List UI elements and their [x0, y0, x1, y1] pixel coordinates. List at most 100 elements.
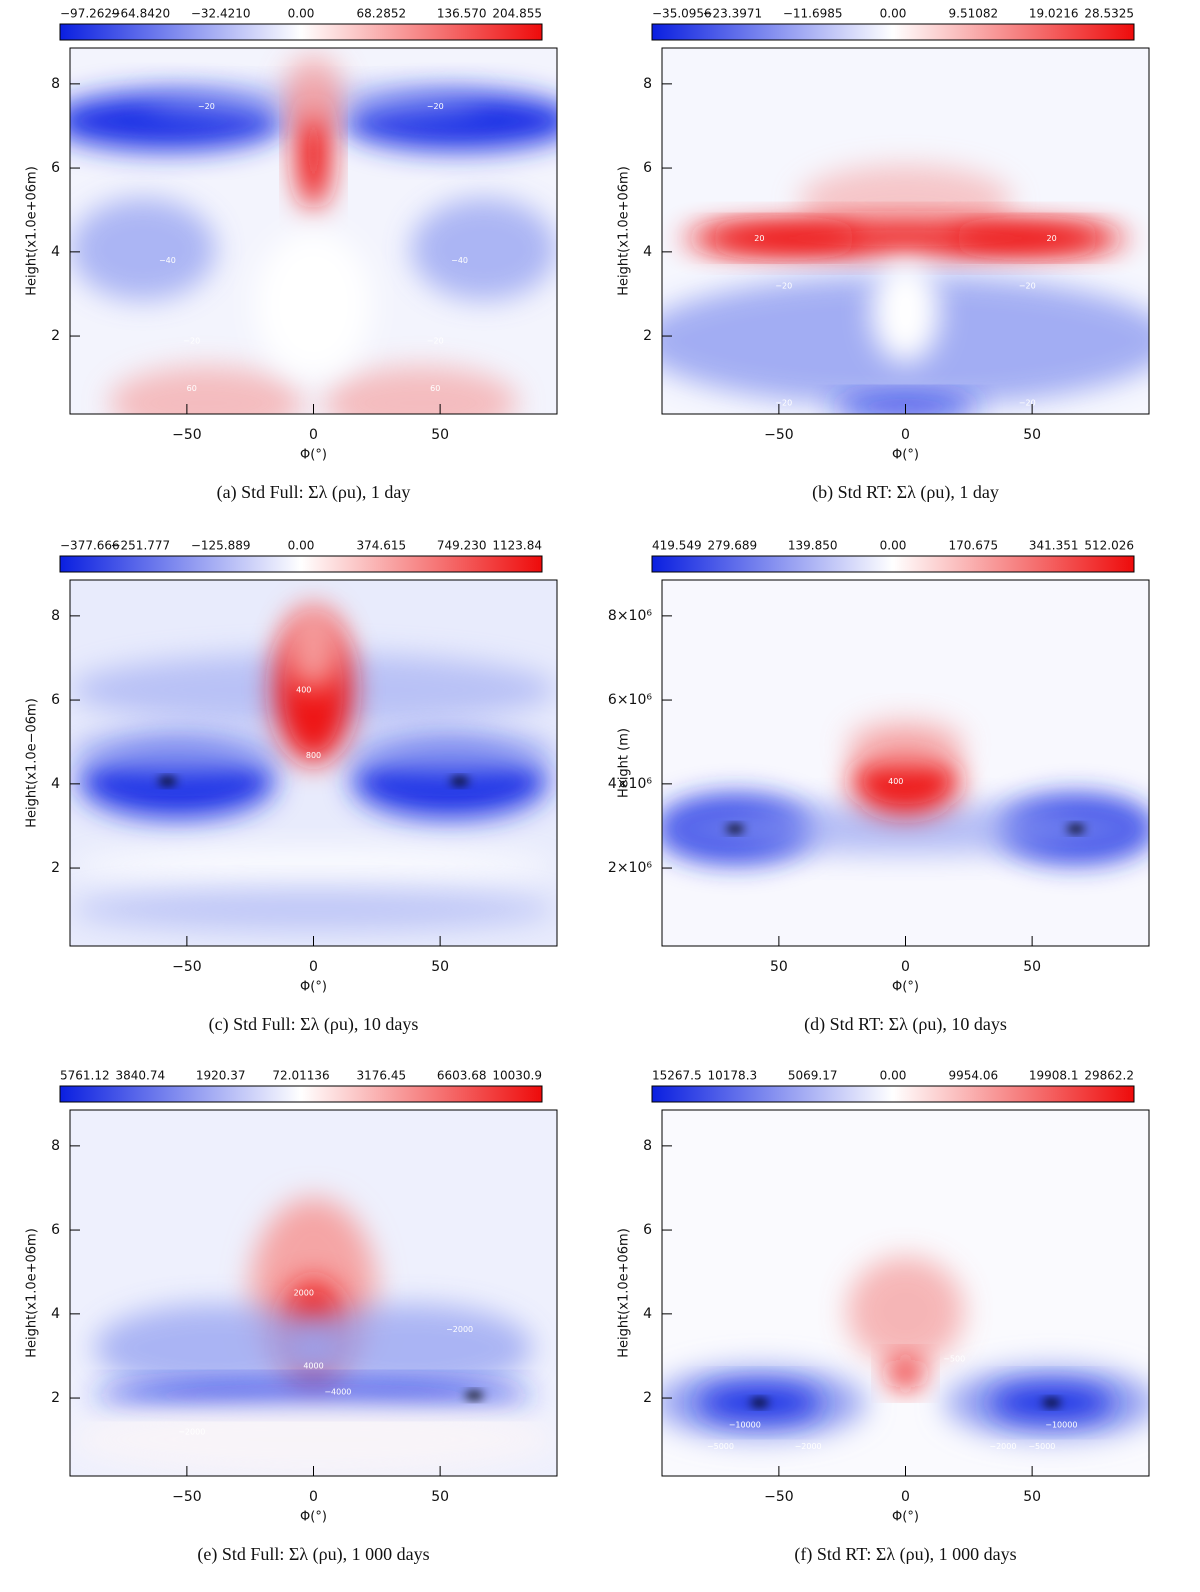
colorbar-tick-label: 0.00 [880, 1069, 907, 1083]
colorbar-tick-label: −35.0956 [652, 7, 712, 21]
colorbar-tick-label: 5069.17 [788, 1069, 838, 1083]
contour-label: 2000 [294, 1289, 314, 1298]
x-tick-label: 0 [309, 959, 318, 975]
colorbar-tick-label: 1123.84 [492, 539, 542, 553]
field-region [342, 730, 557, 774]
y-tick-label: 2 [643, 1390, 652, 1406]
x-tick-label: 50 [1023, 959, 1041, 975]
panel: 5761.12 3840.74 1920.37 72.01136 3176.45 6603… [25, 1069, 558, 1565]
y-tick-label: 8 [51, 1138, 60, 1154]
y-axis-label: Height(x1.0e−06m) [25, 698, 40, 828]
contour-label: −2000 [795, 1442, 822, 1451]
field-region [798, 165, 1013, 239]
x-axis-label: Φ(°) [892, 1510, 919, 1525]
field-region [108, 366, 304, 414]
colorbar-tick-label: 15267.5 [652, 1069, 702, 1083]
contour-label: −500 [943, 1354, 965, 1363]
colorbar-tick-label: 6603.68 [437, 1069, 487, 1083]
field-core [1042, 1398, 1061, 1407]
contour-field: 20 20 −20 −20 −20 −20 [662, 48, 1149, 414]
y-axis-label: Height(x1.0e+06m) [617, 166, 632, 296]
x-tick-label: 50 [1023, 427, 1041, 443]
field-region [289, 1303, 533, 1392]
field-core [465, 1391, 484, 1400]
contour-label: 400 [888, 777, 903, 786]
y-tick-label: 6 [643, 1222, 652, 1238]
x-tick-label: 50 [770, 959, 788, 975]
colorbar-tick-label: −64.8420 [110, 7, 170, 21]
colorbar-tick-label: 10030.9 [492, 1069, 542, 1083]
y-tick-label: 8×10⁶ [608, 608, 652, 624]
colorbar-tick-label: 5761.12 [60, 1069, 110, 1083]
contour-field: 400 [662, 580, 1149, 946]
y-tick-label: 6×10⁶ [608, 692, 652, 708]
field-region [94, 1382, 533, 1409]
y-tick-label: 2 [51, 860, 60, 876]
colorbar-tick-label: 341.351 [1029, 539, 1079, 553]
y-tick-label: 2 [51, 1390, 60, 1406]
y-tick-label: 2 [51, 328, 60, 344]
x-tick-label: 50 [431, 959, 449, 975]
x-axis-label: Φ(°) [300, 448, 327, 463]
contour-label: −10000 [1045, 1420, 1077, 1429]
colorbar [651, 23, 1135, 41]
x-tick-label: 50 [1023, 1489, 1041, 1505]
x-tick-label: 50 [431, 1489, 449, 1505]
field-region [70, 1402, 557, 1476]
x-tick-label: −50 [172, 427, 202, 443]
contour-label: 800 [306, 751, 321, 760]
colorbar-tick-label: 0.00 [880, 7, 907, 21]
colorbar-tick-label: 3176.45 [357, 1069, 407, 1083]
field-region [847, 1256, 964, 1367]
x-axis-label: Φ(°) [892, 980, 919, 995]
x-axis-label: Φ(°) [300, 1510, 327, 1525]
y-tick-label: 2 [643, 328, 652, 344]
caption: (e) Std Full: Σλ (ρu), 1 000 days [197, 1544, 429, 1565]
colorbar [651, 555, 1135, 573]
field-region [871, 260, 940, 363]
colorbar-tick-label: 279.689 [708, 539, 758, 553]
contour-field: 400 800 [70, 580, 557, 946]
contour-label: −20 [775, 281, 792, 290]
colorbar-tick-label: 19908.1 [1029, 1069, 1079, 1083]
y-tick-label: 6 [643, 160, 652, 176]
y-tick-label: 6 [51, 1222, 60, 1238]
contour-label: −5000 [707, 1442, 734, 1451]
field-region [847, 719, 964, 771]
field-region [70, 198, 217, 301]
y-tick-label: 8 [643, 1138, 652, 1154]
y-axis-label: Height(x1.0e+06m) [25, 166, 40, 296]
y-tick-label: 2×10⁶ [608, 860, 652, 876]
field-region [70, 887, 557, 932]
x-tick-label: 0 [309, 1489, 318, 1505]
x-tick-label: 0 [309, 427, 318, 443]
colorbar-tick-label: 204.855 [492, 7, 542, 21]
y-axis-label: Height(x1.0e+06m) [617, 1228, 632, 1358]
caption: (c) Std Full: Σλ (ρu), 10 days [209, 1014, 419, 1035]
field-region [94, 1303, 338, 1392]
colorbar-tick-label: −251.777 [110, 539, 170, 553]
y-axis-label: Height (m) [617, 728, 632, 798]
y-tick-label: 4 [643, 244, 652, 260]
field-core [158, 777, 177, 786]
y-tick-label: 8 [51, 76, 60, 92]
field-region [705, 225, 862, 252]
colorbar-tick-label: 29862.2 [1084, 1069, 1134, 1083]
field-region [888, 1358, 923, 1389]
colorbar-tick-label: 749.230 [437, 539, 487, 553]
contour-label: −20 [775, 399, 792, 408]
field-region [949, 225, 1106, 252]
contour-label: 400 [296, 685, 311, 694]
colorbar-tick-label: 3840.74 [116, 1069, 166, 1083]
colorbar-tick-label: 419.549 [652, 539, 702, 553]
panel: 419.549 279.689 139.850 0.00 170.675 341.351 5… [608, 539, 1150, 1035]
x-tick-label: −50 [764, 1489, 794, 1505]
field-region [284, 601, 343, 690]
contour-label: −4000 [324, 1387, 351, 1396]
contour-label: 20 [1047, 234, 1057, 243]
contour-field: −2000 −2000 −4000 2000 4000 [70, 1110, 557, 1476]
contour-label: 4000 [303, 1362, 323, 1371]
y-tick-label: 8 [51, 608, 60, 624]
colorbar-tick-label: 72.01136 [272, 1069, 329, 1083]
contour-label: −40 [451, 256, 468, 265]
